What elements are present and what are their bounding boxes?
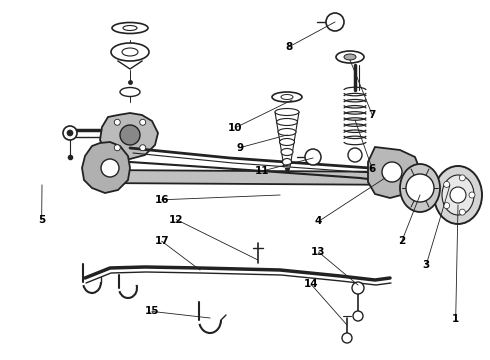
Circle shape <box>459 175 466 181</box>
Ellipse shape <box>112 22 148 33</box>
Text: 11: 11 <box>255 166 270 176</box>
Ellipse shape <box>344 54 356 60</box>
Circle shape <box>406 174 434 202</box>
Ellipse shape <box>122 48 138 56</box>
Ellipse shape <box>120 87 140 96</box>
Circle shape <box>63 126 77 140</box>
Polygon shape <box>95 170 420 185</box>
Ellipse shape <box>276 118 297 126</box>
Text: 9: 9 <box>237 143 244 153</box>
Ellipse shape <box>272 92 302 102</box>
Text: 16: 16 <box>154 195 169 205</box>
Text: 4: 4 <box>315 216 322 226</box>
Circle shape <box>352 282 364 294</box>
Circle shape <box>469 192 475 198</box>
Ellipse shape <box>279 139 294 145</box>
Text: 1: 1 <box>452 314 459 324</box>
Text: 6: 6 <box>369 164 376 174</box>
Polygon shape <box>368 147 420 198</box>
Text: 5: 5 <box>38 215 45 225</box>
Circle shape <box>342 333 352 343</box>
Circle shape <box>114 145 120 151</box>
Ellipse shape <box>281 148 293 156</box>
Text: 17: 17 <box>154 236 169 246</box>
Text: 13: 13 <box>311 247 326 257</box>
Ellipse shape <box>400 164 440 212</box>
Text: 2: 2 <box>398 236 405 246</box>
Circle shape <box>140 145 146 151</box>
Ellipse shape <box>275 108 299 116</box>
Circle shape <box>382 162 402 182</box>
Ellipse shape <box>336 51 364 63</box>
Ellipse shape <box>278 129 296 135</box>
Polygon shape <box>82 142 130 193</box>
Circle shape <box>120 125 140 145</box>
Text: 15: 15 <box>145 306 159 316</box>
Text: 8: 8 <box>286 42 293 52</box>
Text: 10: 10 <box>228 123 243 133</box>
Circle shape <box>459 209 466 215</box>
Circle shape <box>114 119 120 125</box>
Circle shape <box>67 130 73 136</box>
Circle shape <box>450 187 466 203</box>
Text: 7: 7 <box>368 110 376 120</box>
Ellipse shape <box>434 166 482 224</box>
Ellipse shape <box>283 158 292 166</box>
Text: 3: 3 <box>423 260 430 270</box>
Ellipse shape <box>111 43 149 61</box>
Circle shape <box>140 119 146 125</box>
Circle shape <box>353 311 363 321</box>
Circle shape <box>101 159 119 177</box>
Circle shape <box>348 148 362 162</box>
Circle shape <box>443 181 450 188</box>
Circle shape <box>305 149 321 165</box>
Polygon shape <box>100 113 158 159</box>
Ellipse shape <box>281 94 293 99</box>
Text: 12: 12 <box>169 215 184 225</box>
Circle shape <box>326 13 344 31</box>
Ellipse shape <box>123 26 137 31</box>
Ellipse shape <box>442 175 474 215</box>
Text: 14: 14 <box>304 279 318 289</box>
Circle shape <box>443 203 450 208</box>
